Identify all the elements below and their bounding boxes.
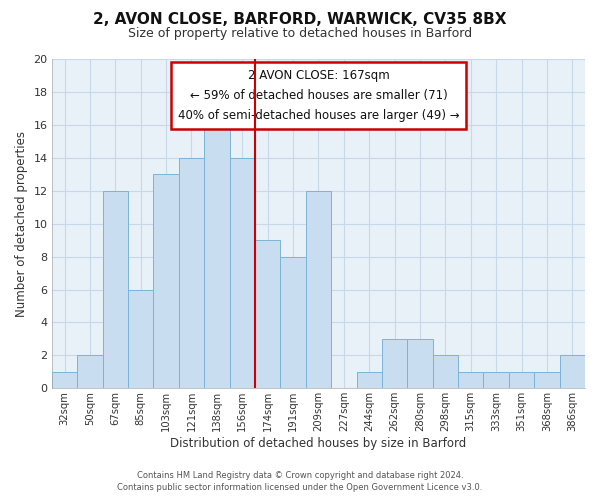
Bar [407,339,433,388]
Bar [306,190,331,388]
Text: 2, AVON CLOSE, BARFORD, WARWICK, CV35 8BX: 2, AVON CLOSE, BARFORD, WARWICK, CV35 8B… [93,12,507,28]
Bar [52,372,77,388]
Text: 2 AVON CLOSE: 167sqm
← 59% of detached houses are smaller (71)
40% of semi-detac: 2 AVON CLOSE: 167sqm ← 59% of detached h… [178,69,459,122]
Bar [179,158,204,388]
Bar [154,174,179,388]
Bar [560,356,585,388]
Bar [280,256,306,388]
Bar [77,356,103,388]
Bar [509,372,534,388]
Y-axis label: Number of detached properties: Number of detached properties [15,130,28,316]
Bar [458,372,484,388]
Bar [255,240,280,388]
Bar [204,108,230,388]
Text: Size of property relative to detached houses in Barford: Size of property relative to detached ho… [128,28,472,40]
Text: Contains HM Land Registry data © Crown copyright and database right 2024.
Contai: Contains HM Land Registry data © Crown c… [118,471,482,492]
Bar [534,372,560,388]
Bar [484,372,509,388]
X-axis label: Distribution of detached houses by size in Barford: Distribution of detached houses by size … [170,437,467,450]
Bar [382,339,407,388]
Bar [433,356,458,388]
Bar [356,372,382,388]
Bar [103,190,128,388]
Bar [230,158,255,388]
Bar [128,290,154,388]
